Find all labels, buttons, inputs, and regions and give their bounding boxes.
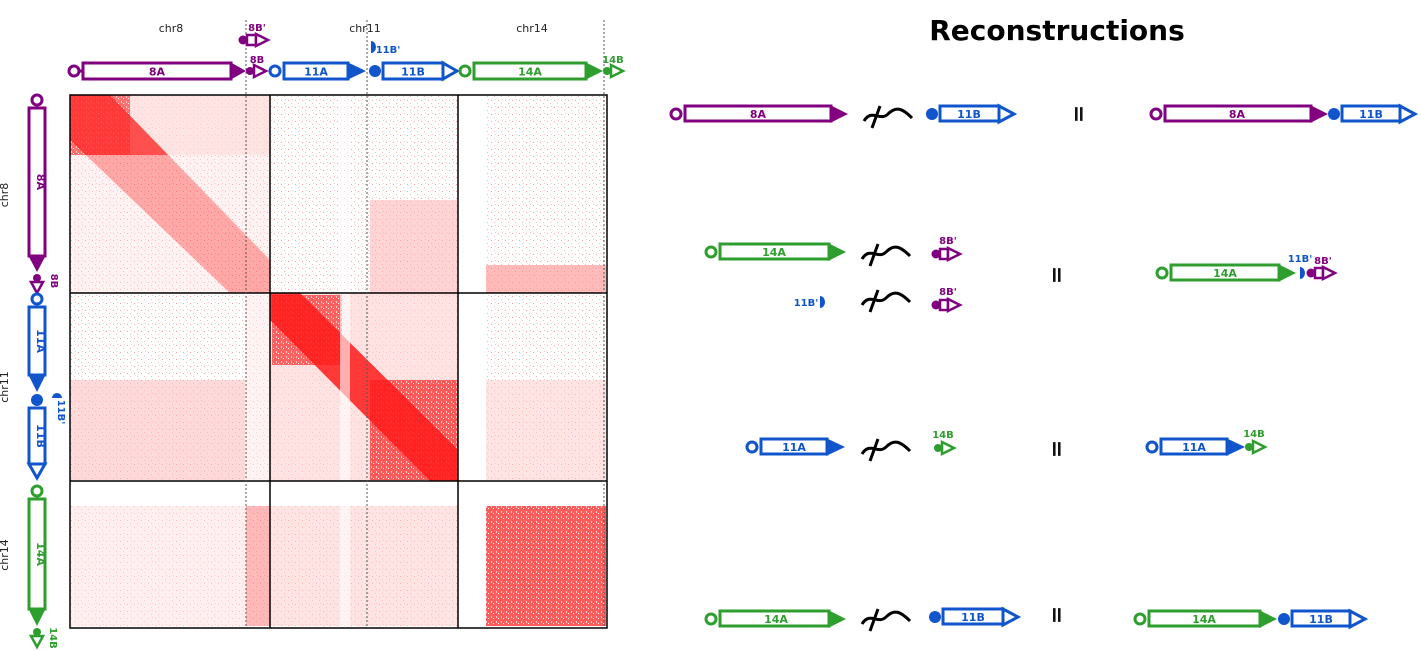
- row1-equals: =: [1066, 105, 1091, 123]
- row4-result-14a-label: 14A: [1192, 613, 1216, 626]
- telomere-icon: [67, 64, 81, 78]
- chr11-top-label: chr11: [349, 22, 381, 35]
- segment-8a-side-label: 8A: [34, 174, 47, 191]
- row3-equals: =: [1044, 440, 1069, 458]
- segment-14a-side-label: 14A: [34, 542, 47, 566]
- chr11-side-label: chr11: [0, 371, 11, 403]
- segment-11a-side-label: 11A: [34, 329, 47, 353]
- row3-11a-label: 11A: [782, 441, 806, 454]
- row4-result-11b-label: 11B: [1309, 613, 1333, 626]
- segment-8bp-top: [254, 31, 271, 49]
- segment-8b-side-label: 8B: [48, 274, 59, 289]
- row3-result-14b-label: 14B: [1243, 429, 1265, 440]
- segment-11b-top-label: 11B: [401, 66, 425, 79]
- segment-8b-top: [252, 62, 269, 80]
- row4-11b-label: 11B: [961, 611, 985, 624]
- reconstruction-row-2: 14A 8B' 11B' 8B' = 14A 11B' 8B': [704, 236, 1338, 314]
- row2-8bp-label-a: 8B': [939, 236, 957, 247]
- segment-14a-top-label: 14A: [518, 66, 542, 79]
- row2-14a-label: 14A: [762, 246, 786, 259]
- chr14-side-label: chr14: [0, 539, 11, 571]
- segment-11bp-side-label: 11B': [55, 400, 66, 425]
- row1-11b-label: 11B: [957, 108, 981, 121]
- reconstruction-row-3: 11A 14B = 11A 14B: [745, 429, 1268, 462]
- segment-11bp-top-label: 11B': [376, 45, 401, 56]
- row1-result-8a-label: 8A: [1229, 108, 1246, 121]
- row2-result-11bp-label: 11B': [1288, 254, 1313, 265]
- chr8-side-label: chr8: [0, 183, 11, 208]
- row1-8a-label: 8A: [750, 108, 767, 121]
- segment-11a-top-label: 11A: [304, 66, 328, 79]
- row2-result-8bp-label: 8B': [1314, 256, 1332, 267]
- segment-11b-side-label: 11B: [34, 424, 47, 448]
- row2-11bp-label: 11B': [794, 298, 819, 309]
- segment-14b-top-label: 14B: [602, 55, 624, 66]
- row2-8bp-label-b: 8B': [939, 287, 957, 298]
- contact-heatmap: [69, 20, 608, 629]
- segment-14b-top: [609, 62, 626, 80]
- reconstruction-row-1: 8A 11B = 8A 11B: [669, 103, 1419, 129]
- row4-14a-label: 14A: [764, 613, 788, 626]
- row3-result-11a-label: 11A: [1182, 441, 1206, 454]
- row4-equals: =: [1044, 606, 1069, 624]
- top-ideogram: 8A 8B 8B' 11A 11B 11B' 14A 14B: [67, 23, 626, 82]
- row1-result-11b-label: 11B: [1359, 108, 1383, 121]
- segment-14b-side-label: 14B: [47, 627, 58, 649]
- left-ideogram: 8A 8B 11A 11B 11B' 14A 14B: [26, 93, 66, 650]
- reconstructions-title: Reconstructions: [929, 14, 1185, 47]
- not-joined-icon: [862, 107, 914, 122]
- segment-8bp-top-label: 8B': [248, 23, 266, 34]
- row2-equals: =: [1044, 266, 1069, 284]
- row2-result-14a-label: 14A: [1213, 267, 1237, 280]
- chr14-top-label: chr14: [516, 22, 548, 35]
- segment-8b-top-label: 8B: [250, 55, 265, 66]
- segment-8a-top-label: 8A: [149, 66, 166, 79]
- row3-14b-label: 14B: [932, 430, 954, 441]
- chr8-top-label: chr8: [159, 22, 184, 35]
- reconstruction-row-4: 14A 11B = 14A 11B: [704, 606, 1369, 632]
